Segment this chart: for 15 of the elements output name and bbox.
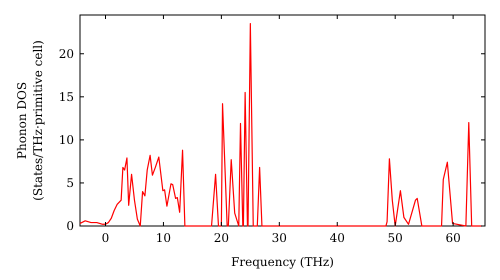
x-tick-label: 60 [445, 231, 461, 245]
y-tick-label: 0 [66, 219, 74, 233]
y-axis-title: Phonon DOS (States/THz·primitive cell) [15, 40, 45, 201]
x-tick-label: 30 [272, 231, 287, 245]
x-tick-label: 0 [102, 231, 110, 245]
x-tick-label: 10 [156, 231, 172, 245]
x-tick-label: 40 [330, 231, 345, 245]
x-axis-title: Frequency (THz) [231, 255, 334, 269]
y-tick-label: 15 [58, 90, 74, 104]
y-tick-label: 5 [66, 176, 74, 190]
y-tick-label: 20 [58, 46, 74, 61]
y-tick-label: 10 [58, 132, 74, 147]
x-tick-label: 50 [388, 231, 403, 245]
x-tick-label: 20 [214, 231, 230, 245]
line-series [79, 23, 483, 227]
